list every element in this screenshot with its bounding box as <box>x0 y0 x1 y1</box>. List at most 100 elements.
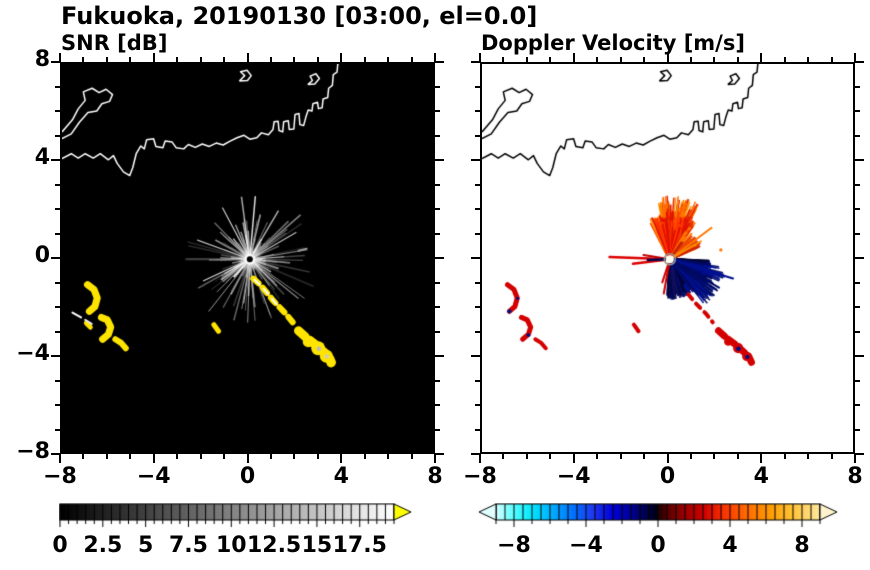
x-tick-label: −4 <box>556 464 591 489</box>
axis-tick <box>55 208 60 210</box>
colorbar-tick-label: 8 <box>794 533 810 558</box>
axis-tick <box>435 453 444 455</box>
axis-tick <box>51 257 60 259</box>
axis-tick <box>643 57 646 62</box>
colorbar-tick-label: 0 <box>650 533 666 558</box>
axis-tick <box>410 454 413 459</box>
axis-tick <box>152 53 155 62</box>
axis-tick <box>854 454 856 463</box>
axis-tick <box>293 454 296 459</box>
axis-tick <box>410 57 413 62</box>
axis-tick <box>129 57 132 62</box>
axis-tick <box>152 454 155 463</box>
axis-tick <box>51 61 60 63</box>
axis-tick <box>666 53 669 62</box>
axis-tick <box>830 57 833 62</box>
axis-tick <box>855 61 864 63</box>
axis-tick <box>246 454 249 463</box>
axis-tick <box>55 183 60 186</box>
axis-tick <box>475 110 480 112</box>
axis-tick <box>51 453 60 455</box>
colorbar-tick-label: 17.5 <box>332 533 387 558</box>
x-tick-label: −4 <box>136 464 171 489</box>
y-tick-label: −8 <box>16 439 50 464</box>
axis-tick <box>855 134 860 137</box>
colorbar-tick-label: −4 <box>569 533 603 558</box>
axis-tick <box>340 53 343 62</box>
axis-tick <box>471 257 480 259</box>
axis-tick <box>434 454 436 463</box>
axis-tick <box>760 454 763 463</box>
axis-tick <box>572 53 575 62</box>
axis-tick <box>434 53 436 62</box>
axis-tick <box>223 57 226 62</box>
snr-colorbar <box>59 503 413 529</box>
axis-tick <box>435 404 440 406</box>
axis-tick <box>55 306 60 308</box>
axis-tick <box>525 454 528 459</box>
x-tick-label: 8 <box>847 464 863 489</box>
y-tick-label: 8 <box>34 47 50 72</box>
axis-tick <box>55 134 60 137</box>
axis-tick <box>475 404 480 406</box>
axis-tick <box>55 379 60 382</box>
axis-tick <box>435 134 440 137</box>
axis-tick <box>435 306 440 308</box>
colorbar-tick-label: 7.5 <box>168 533 208 558</box>
axis-tick <box>435 159 444 161</box>
colorbar-tick-label: 12.5 <box>246 533 302 558</box>
axis-tick <box>855 85 860 88</box>
axis-tick <box>855 183 860 186</box>
axis-tick <box>435 428 440 431</box>
axis-tick <box>596 454 599 459</box>
axis-tick <box>51 355 60 357</box>
velocity-panel <box>480 62 855 454</box>
colorbar-tick-label: 4 <box>722 533 738 558</box>
velocity-colorbar <box>477 503 839 529</box>
axis-tick <box>223 454 226 459</box>
axis-tick <box>475 428 480 431</box>
axis-tick <box>855 330 860 333</box>
axis-tick <box>525 57 528 62</box>
x-tick-label: 4 <box>333 464 349 489</box>
axis-tick <box>435 232 440 235</box>
x-tick-label: 0 <box>239 464 256 489</box>
axis-tick <box>316 454 319 459</box>
axis-tick <box>855 379 860 382</box>
axis-tick <box>475 379 480 382</box>
axis-tick <box>293 57 296 62</box>
axis-tick <box>129 454 132 459</box>
axis-tick <box>502 57 505 62</box>
axis-tick <box>760 53 763 62</box>
axis-tick <box>363 454 366 459</box>
axis-tick <box>855 208 860 210</box>
axis-tick <box>736 454 739 459</box>
snr-panel-title: SNR [dB] <box>61 31 168 55</box>
axis-tick <box>783 454 786 459</box>
axis-tick <box>105 57 108 62</box>
axis-tick <box>55 110 60 112</box>
axis-tick <box>387 57 390 62</box>
colorbar-tick-label: 0 <box>52 533 68 558</box>
figure-title: Fukuoka, 20190130 [03:00, el=0.0] <box>61 2 538 30</box>
x-tick-label: 4 <box>753 464 769 489</box>
axis-tick <box>713 57 716 62</box>
axis-tick <box>855 110 860 112</box>
axis-tick <box>471 453 480 455</box>
axis-tick <box>55 85 60 88</box>
axis-tick <box>475 330 480 333</box>
axis-tick <box>475 183 480 186</box>
axis-tick <box>316 57 319 62</box>
axis-tick <box>471 61 480 63</box>
axis-tick <box>855 232 860 235</box>
axis-tick <box>689 454 692 459</box>
axis-tick <box>55 281 60 284</box>
axis-tick <box>55 330 60 333</box>
axis-tick <box>435 257 444 259</box>
y-tick-label: −4 <box>16 341 50 366</box>
snr-plot-canvas <box>62 64 433 452</box>
axis-tick <box>471 355 480 357</box>
axis-tick <box>643 454 646 459</box>
axis-tick <box>855 355 864 357</box>
